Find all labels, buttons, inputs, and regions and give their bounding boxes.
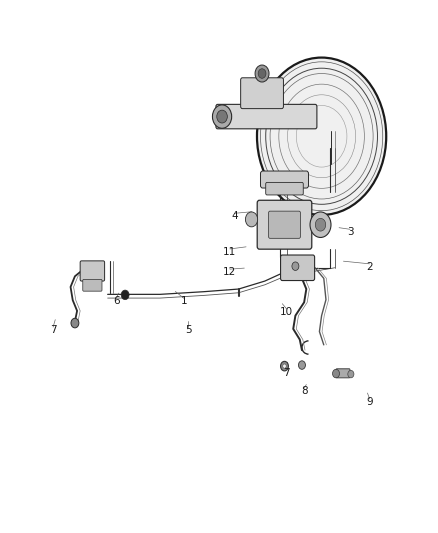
FancyBboxPatch shape: [83, 279, 102, 291]
Text: 9: 9: [366, 397, 373, 407]
Text: 12: 12: [223, 267, 237, 277]
Circle shape: [310, 212, 331, 238]
Circle shape: [283, 364, 286, 368]
Circle shape: [348, 370, 354, 378]
Text: 5: 5: [185, 325, 192, 335]
Circle shape: [217, 110, 227, 123]
Text: 7: 7: [50, 325, 57, 335]
Text: 4: 4: [231, 211, 237, 221]
Circle shape: [258, 69, 266, 78]
FancyBboxPatch shape: [336, 369, 350, 378]
FancyBboxPatch shape: [281, 255, 314, 280]
Circle shape: [257, 58, 386, 215]
Circle shape: [71, 318, 79, 328]
Text: 2: 2: [366, 262, 373, 271]
Circle shape: [332, 369, 339, 378]
Circle shape: [255, 65, 269, 82]
Circle shape: [212, 105, 232, 128]
Text: 10: 10: [280, 306, 293, 317]
Circle shape: [292, 262, 299, 270]
Text: 6: 6: [113, 296, 120, 306]
FancyBboxPatch shape: [216, 104, 317, 129]
Text: 1: 1: [181, 296, 187, 306]
FancyBboxPatch shape: [268, 211, 300, 238]
FancyBboxPatch shape: [266, 182, 303, 195]
Circle shape: [121, 290, 129, 300]
Circle shape: [245, 212, 258, 227]
Circle shape: [298, 361, 305, 369]
Text: 8: 8: [301, 386, 307, 397]
FancyBboxPatch shape: [257, 200, 312, 249]
FancyBboxPatch shape: [80, 261, 105, 281]
FancyBboxPatch shape: [240, 78, 283, 109]
Text: 11: 11: [223, 247, 237, 256]
Text: 3: 3: [346, 227, 353, 237]
Circle shape: [281, 361, 288, 371]
Text: 7: 7: [283, 368, 290, 378]
Circle shape: [315, 219, 326, 231]
FancyBboxPatch shape: [261, 171, 308, 188]
